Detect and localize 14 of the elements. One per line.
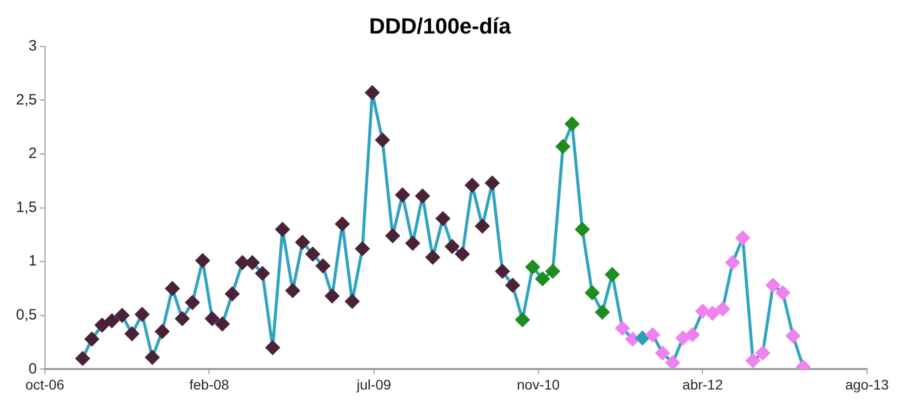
x-tick-label: feb-08 — [189, 376, 230, 392]
x-tick-label: abr-12 — [682, 376, 724, 392]
y-tick-label: 2 — [28, 145, 37, 162]
y-tick-label: 1 — [28, 252, 37, 270]
y-tick-label: 3 — [28, 38, 37, 55]
y-tick-label: 0,5 — [16, 306, 37, 324]
y-tick-label: 2,5 — [16, 91, 37, 108]
x-tick-label: ago-13 — [845, 376, 890, 392]
chart-title: DDD/100e-día — [369, 13, 512, 38]
y-tick-label: 0 — [28, 360, 37, 378]
x-tick-label: oct-06 — [25, 376, 65, 392]
x-tick-label: nov-10 — [516, 376, 560, 392]
x-tick-label: jul-09 — [356, 376, 392, 392]
y-tick-label: 1,5 — [16, 198, 37, 216]
